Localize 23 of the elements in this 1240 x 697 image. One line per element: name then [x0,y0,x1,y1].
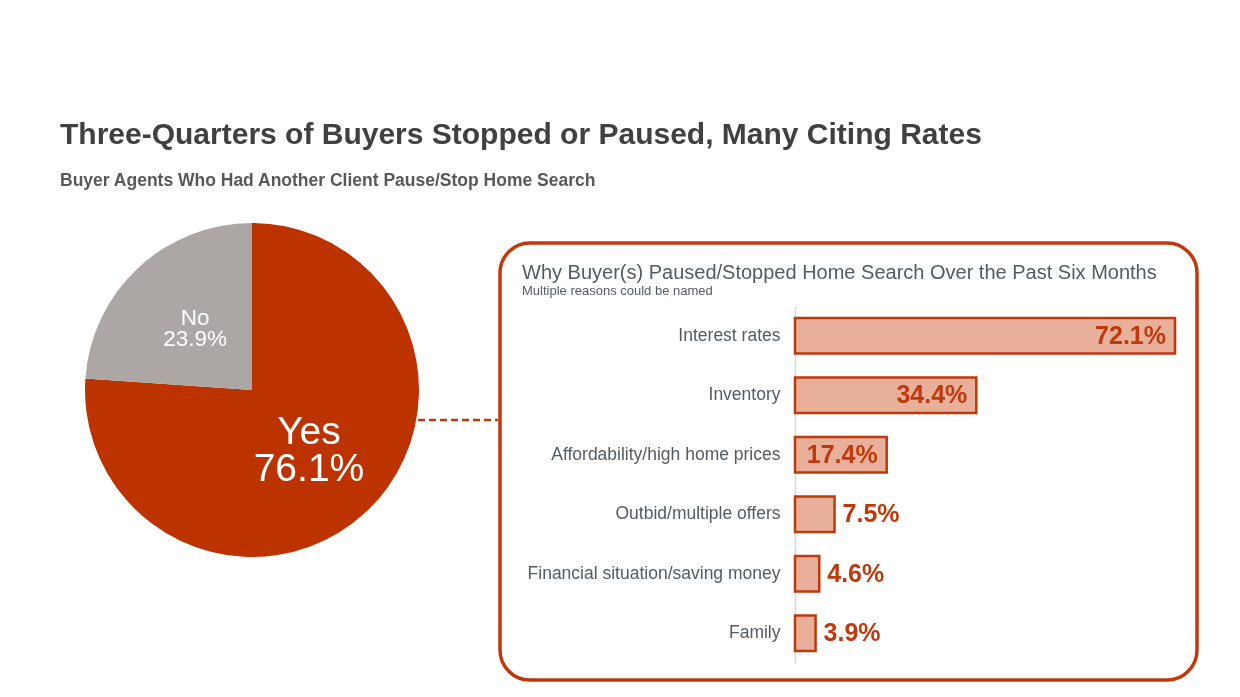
data-label: 3.9% [823,618,881,647]
bar [793,495,836,534]
data-label: 17.4% [806,439,878,468]
bar [793,316,1177,355]
data-label: 72.1% [1095,320,1166,349]
data-label: 34.4% [896,380,968,409]
pie-slice [85,223,252,390]
y-tick-label: Financial situation/saving money [527,562,781,583]
text: Multiple reasons could be named [522,283,713,299]
data-label: 4.6% [827,558,885,587]
chart-title: Three-Quarters of Buyers Stopped or Paused, Many Citing Rates [60,116,982,150]
y-tick-label: Inventory [708,384,781,405]
y-tick-label: Family [728,622,781,643]
bar [793,376,978,415]
bar [793,614,817,653]
y-tick-label: Outbid/multiple offers [615,503,781,524]
y-tick-label: Interest rates [678,324,781,345]
pie-slice [85,223,419,557]
chart-title: Why Buyer(s) Paused/Stopped Home Search Over the Past Six Months [522,261,1157,284]
chart-subtitle: Buyer Agents Who Had Another Client Pause/Stop Home Search [60,169,596,190]
y-tick-label: Affordability/high home prices [551,443,781,464]
bar [793,554,821,593]
data-label: 7.5% [842,499,900,528]
